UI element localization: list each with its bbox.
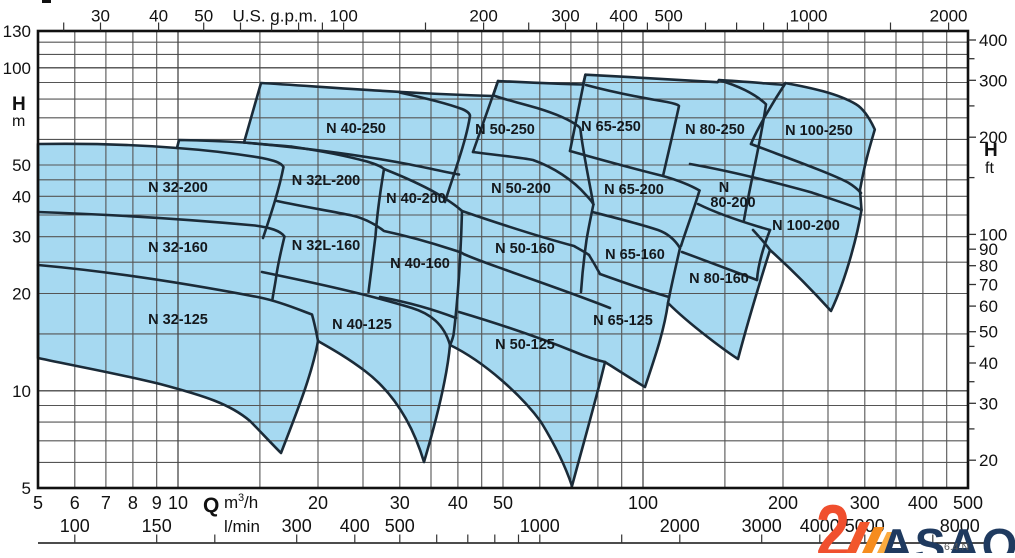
svg-text:50: 50 [493, 493, 513, 513]
svg-text:H: H [984, 140, 998, 161]
svg-text:N 65-160: N 65-160 [605, 247, 665, 263]
svg-text:10: 10 [12, 382, 31, 401]
svg-text:60: 60 [979, 297, 998, 316]
svg-text:5: 5 [22, 479, 31, 498]
svg-text:300: 300 [551, 7, 579, 26]
svg-text:3000: 3000 [742, 516, 782, 536]
svg-text:N 50-125: N 50-125 [495, 337, 555, 353]
svg-text:40: 40 [448, 493, 468, 513]
svg-text:8: 8 [128, 493, 138, 513]
svg-text:130: 130 [3, 22, 31, 41]
svg-text:30: 30 [12, 228, 31, 247]
svg-text:40: 40 [149, 7, 168, 26]
svg-text:40: 40 [12, 187, 31, 206]
svg-text:80-200: 80-200 [710, 195, 755, 211]
svg-text:200: 200 [979, 128, 1007, 147]
svg-text:N 65-250: N 65-250 [581, 119, 641, 135]
svg-text:N 100-200: N 100-200 [772, 218, 840, 234]
svg-text:ft: ft [985, 160, 994, 177]
svg-text:N 32L-200: N 32L-200 [292, 173, 361, 189]
svg-text:4000: 4000 [800, 516, 840, 536]
svg-text:7: 7 [101, 493, 111, 513]
svg-text:N 50-200: N 50-200 [491, 181, 551, 197]
svg-text:40: 40 [979, 354, 998, 373]
svg-text:500: 500 [655, 7, 683, 26]
svg-text:300: 300 [850, 493, 880, 513]
svg-text:1000: 1000 [790, 7, 828, 26]
svg-text:80: 80 [979, 257, 998, 276]
svg-text:N 50-160: N 50-160 [495, 241, 555, 257]
svg-text:200: 200 [768, 493, 798, 513]
svg-text:6.4.N: 6.4.N [944, 541, 969, 553]
svg-text:100: 100 [628, 493, 658, 513]
svg-text:20: 20 [308, 493, 328, 513]
svg-text:20: 20 [12, 285, 31, 304]
svg-text:100: 100 [979, 225, 1007, 244]
svg-text:10: 10 [168, 493, 188, 513]
svg-text:m: m [224, 493, 238, 512]
svg-text:N 40-250: N 40-250 [326, 121, 386, 137]
svg-text:m: m [12, 113, 25, 130]
svg-text:N 40-200: N 40-200 [386, 191, 446, 207]
svg-text:30: 30 [979, 394, 998, 413]
svg-text:U.S. g.p.m.: U.S. g.p.m. [232, 7, 317, 26]
svg-text:2000: 2000 [660, 516, 700, 536]
svg-text:N 32-125: N 32-125 [148, 312, 208, 328]
svg-text:3: 3 [238, 492, 244, 504]
svg-text:50: 50 [979, 323, 998, 342]
svg-text:70: 70 [979, 276, 998, 295]
svg-text:N 80-250: N 80-250 [685, 122, 745, 138]
svg-text:N 100-250: N 100-250 [785, 123, 853, 139]
svg-text:9: 9 [152, 493, 162, 513]
svg-text:20: 20 [979, 451, 998, 470]
svg-text:150: 150 [142, 516, 172, 536]
svg-text:l/min: l/min [224, 517, 260, 536]
svg-text:50: 50 [194, 7, 213, 26]
svg-text:/h: /h [244, 493, 258, 512]
svg-text:400: 400 [908, 493, 938, 513]
svg-text:1000: 1000 [520, 516, 560, 536]
svg-text:5: 5 [33, 493, 43, 513]
svg-text:100: 100 [60, 516, 90, 536]
svg-text:N 50-250: N 50-250 [475, 122, 535, 138]
svg-text:6: 6 [70, 493, 80, 513]
svg-text:300: 300 [979, 71, 1007, 90]
svg-text:200: 200 [469, 7, 497, 26]
svg-text:30: 30 [91, 7, 110, 26]
svg-text:ASAO: ASAO [880, 519, 1015, 553]
svg-text:100: 100 [3, 59, 31, 78]
svg-text:500: 500 [953, 493, 983, 513]
svg-text:90: 90 [979, 240, 998, 259]
svg-text:N 32-200: N 32-200 [148, 180, 208, 196]
svg-text:N 32L-160: N 32L-160 [292, 238, 361, 254]
svg-text:N 40-125: N 40-125 [332, 317, 392, 333]
svg-text:100: 100 [329, 7, 357, 26]
svg-text:N 80-160: N 80-160 [689, 271, 749, 287]
svg-text:300: 300 [282, 516, 312, 536]
svg-text:500: 500 [385, 516, 415, 536]
svg-text:2000: 2000 [930, 7, 968, 26]
svg-text:N 32-160: N 32-160 [148, 240, 208, 256]
svg-text:8000: 8000 [940, 516, 980, 536]
svg-text:30: 30 [390, 493, 410, 513]
svg-text:Q: Q [203, 494, 219, 517]
svg-text:400: 400 [340, 516, 370, 536]
svg-text:N 65-125: N 65-125 [593, 313, 653, 329]
svg-text:50: 50 [12, 156, 31, 175]
svg-text:N 40-160: N 40-160 [390, 256, 450, 272]
svg-text:H: H [12, 94, 26, 115]
svg-text:N: N [719, 180, 729, 196]
svg-text:400: 400 [609, 7, 637, 26]
svg-text:2: 2 [816, 490, 850, 553]
svg-text:N 65-200: N 65-200 [604, 182, 664, 198]
svg-text:400: 400 [979, 31, 1007, 50]
